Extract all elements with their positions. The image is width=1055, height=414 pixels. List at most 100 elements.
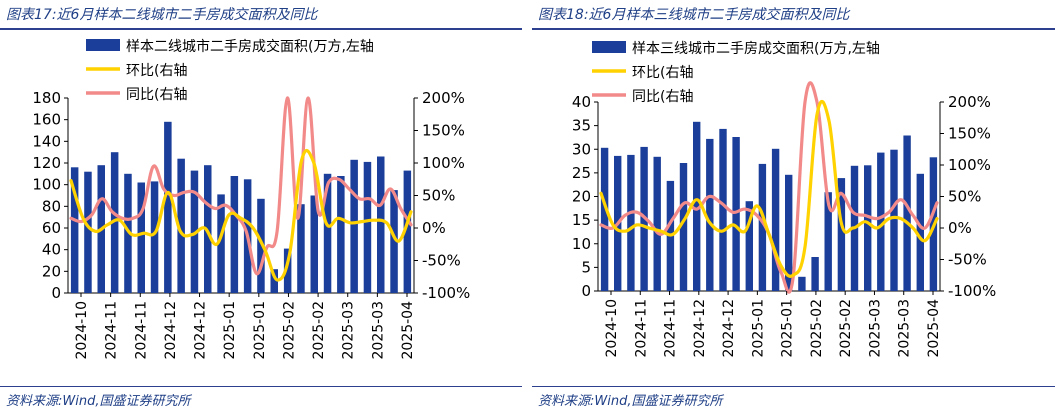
left-tick-label: 25: [572, 164, 591, 182]
x-tick-label: 2025-03: [897, 299, 913, 358]
x-tick-label: 2024-10: [604, 299, 620, 358]
area-bar: [377, 156, 385, 293]
area-bar: [627, 154, 635, 291]
mom-line: [599, 99, 939, 278]
right-tick-label: 150%: [422, 122, 465, 140]
x-tick-label: 2025-04: [926, 299, 942, 358]
area-bar: [837, 178, 846, 291]
area-bar: [719, 128, 727, 291]
area-bar: [403, 170, 412, 293]
right-tick-label: -50%: [948, 251, 987, 269]
left-tick-label: 0: [51, 284, 61, 302]
area-bar: [798, 276, 806, 291]
area-bar: [124, 173, 132, 293]
chart-third-tier: 40 35 30 25 20 15 10 5 0 200% 150% 100% 50% 0% -50% -10…: [572, 40, 996, 358]
legend-label: 环比(右轴: [126, 63, 187, 79]
area-bar: [890, 149, 898, 291]
x-tick-label: 2024-11: [133, 301, 149, 360]
area-bar: [323, 173, 332, 293]
top-rule: [532, 28, 1055, 30]
left-tick-label: 120: [32, 154, 61, 172]
right-tick-label: 100%: [422, 154, 465, 172]
x-tick-label: 2025-03: [370, 301, 386, 360]
area-bar: [824, 192, 832, 291]
area-bar: [916, 173, 924, 291]
left-tick-label: 60: [42, 219, 61, 237]
area-bar: [84, 171, 92, 293]
legend-swatch-bar: [592, 41, 626, 53]
bottom-rule: [0, 386, 522, 387]
right-tick-label: 50%: [422, 187, 455, 205]
x-tick-label: 2024-10: [74, 301, 90, 360]
x-tick-label: 2024-12: [193, 301, 209, 360]
area-bar: [600, 147, 609, 291]
area-bar: [903, 135, 911, 291]
chart-second-tier: 180 160 140 120 100 80 60 40 20 0 200% 150% 100% 50% 0…: [32, 38, 470, 360]
area-bar: [177, 158, 185, 293]
figure-label: 图表18:: [538, 7, 589, 23]
right-tick-label: 0%: [948, 219, 972, 237]
area-bar: [745, 201, 753, 291]
right-tick-label: 0%: [422, 219, 446, 237]
area-bar: [137, 182, 145, 293]
figure-title-18: 图表18:近6月样本三线城市二手房成交面积及同比: [538, 4, 849, 24]
area-bar: [110, 152, 119, 293]
x-tick-label: 2025-02: [809, 299, 825, 358]
area-bar: [337, 176, 345, 293]
figure-title-17: 图表17:近6月样本二线城市二手房成交面积及同比: [6, 4, 317, 24]
yoy-line: [599, 81, 939, 294]
area-bar: [297, 204, 305, 293]
right-tick-label: 100%: [948, 156, 991, 174]
area-bar: [390, 190, 398, 293]
source-note: 资料来源:Wind,国盛证券研究所: [6, 394, 191, 409]
area-bar: [679, 163, 688, 291]
right-tick-label: 200%: [422, 89, 465, 107]
chart-panel-left: 图表17:近6月样本二线城市二手房成交面积及同比 180 160 140 120 100…: [0, 0, 522, 414]
x-tick-label: 2025-01: [780, 299, 796, 358]
left-tick-label: 15: [572, 211, 591, 229]
area-bar: [230, 176, 239, 293]
area-bar: [811, 257, 819, 291]
source-note: 资料来源:Wind,国盛证券研究所: [538, 394, 723, 409]
x-tick-label: 2025-03: [868, 299, 884, 358]
mom-line: [69, 149, 413, 282]
left-tick-label: 180: [32, 89, 61, 107]
area-bar: [363, 161, 372, 293]
legend-label: 环比(右轴: [632, 65, 693, 81]
left-tick-label: 20: [572, 188, 591, 206]
figure-title-text: 近6月样本二线城市二手房成交面积及同比: [56, 7, 318, 23]
right-tick-label: 150%: [948, 125, 991, 143]
x-tick-label: 2024-11: [104, 301, 120, 360]
x-tick-label: 2024-12: [721, 299, 737, 358]
right-tick-label: -100%: [422, 284, 470, 302]
area-bar: [771, 148, 780, 291]
legend-label: 同比(右轴: [126, 87, 187, 103]
area-bar: [785, 174, 793, 291]
legend-label: 样本二线城市二手房成交面积(万方,左轴: [126, 38, 374, 55]
left-tick-label: 40: [572, 93, 591, 111]
area-bar: [864, 165, 872, 291]
yoy-line: [69, 96, 413, 276]
chart-panel-right: 图表18:近6月样本三线城市二手房成交面积及同比 40 35 30 25 20 15 10 5…: [532, 0, 1055, 414]
area-bar: [257, 198, 265, 294]
x-tick-label: 2025-02: [838, 299, 854, 358]
legend-label: 同比(右轴: [632, 89, 693, 105]
area-bar: [70, 167, 79, 293]
area-bar: [350, 159, 358, 294]
area-bar: [150, 181, 159, 293]
x-tick-label: 2025-04: [400, 301, 416, 360]
x-tick-label: 2025-01: [252, 301, 268, 360]
left-tick-label: 100: [32, 176, 61, 194]
left-tick-label: 10: [572, 235, 591, 253]
area-bar: [706, 138, 714, 291]
left-tick-label: 30: [572, 140, 591, 158]
area-bar: [732, 137, 740, 291]
figure-label: 图表17:: [6, 7, 57, 23]
area-bar: [653, 156, 661, 291]
x-tick-label: 2025-02: [282, 301, 298, 360]
left-tick-label: 140: [32, 132, 61, 150]
left-tick-label: 40: [42, 241, 61, 259]
figure-title-text: 近6月样本三线城市二手房成交面积及同比: [588, 7, 850, 23]
left-tick-label: 35: [572, 117, 591, 135]
area-bar: [693, 121, 701, 291]
